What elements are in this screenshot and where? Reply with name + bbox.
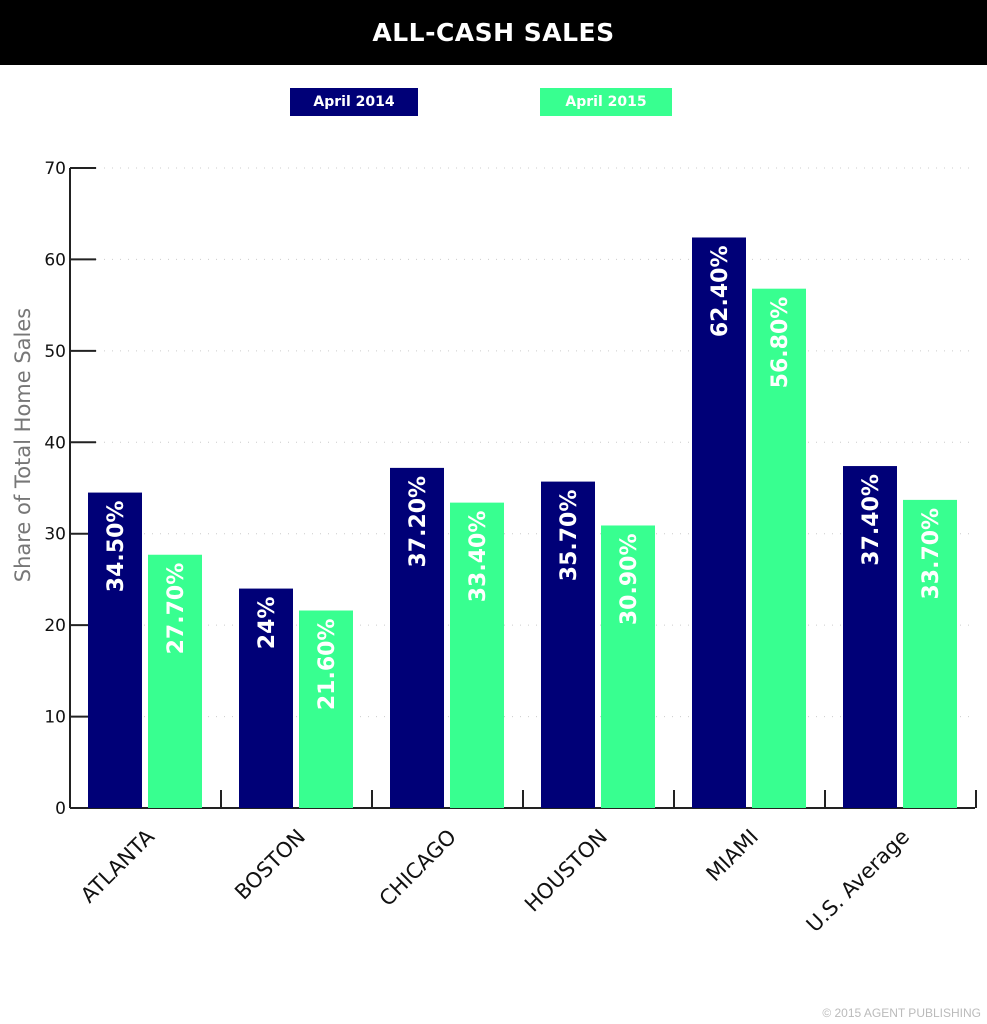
- data-label: 30.90%: [617, 533, 642, 625]
- data-label: 37.20%: [406, 476, 431, 568]
- bar-2015: [450, 502, 504, 808]
- title-bar: ALL-CASH SALES: [0, 0, 987, 65]
- bar-2014: [541, 481, 595, 808]
- data-label: 33.70%: [919, 508, 944, 600]
- bar-2014: [692, 237, 746, 808]
- y-tick-label: 20: [44, 616, 66, 636]
- y-tick-label: 70: [44, 159, 66, 179]
- data-label: 35.70%: [557, 490, 582, 582]
- bar-2015: [148, 554, 202, 808]
- y-tick-label: 0: [55, 799, 66, 819]
- chart-title: ALL-CASH SALES: [372, 18, 615, 47]
- x-tick-label: ATLANTA: [76, 824, 159, 907]
- data-label: 37.40%: [859, 474, 884, 566]
- bar-2015: [752, 288, 806, 809]
- y-axis-title: Share of Total Home Sales: [11, 308, 35, 583]
- copyright: © 2015 AGENT PUBLISHING: [822, 1006, 981, 1020]
- data-label: 62.40%: [708, 245, 733, 337]
- y-tick-label: 30: [44, 525, 66, 545]
- bar-2014: [843, 466, 897, 808]
- y-tick-label: 60: [44, 250, 66, 270]
- bar-2014: [390, 467, 444, 808]
- data-label: 56.80%: [768, 297, 793, 389]
- legend-april-2015: April 2015: [540, 88, 672, 116]
- bar-2014: [88, 492, 142, 808]
- legend-april-2014: April 2014: [290, 88, 418, 116]
- data-label: 34.50%: [104, 501, 129, 593]
- data-label: 21.60%: [315, 619, 340, 711]
- bar-2015: [903, 499, 957, 808]
- x-tick-label: BOSTON: [230, 825, 310, 905]
- bar-2015: [601, 525, 655, 808]
- data-label: 24%: [255, 597, 280, 650]
- bar-2014: [239, 588, 293, 808]
- y-tick-label: 10: [44, 708, 66, 728]
- y-tick-label: 40: [44, 433, 66, 453]
- y-tick-label: 50: [44, 342, 66, 362]
- bar-2015: [299, 610, 353, 808]
- x-tick-label: U.S. Average: [802, 825, 914, 937]
- data-label: 27.70%: [164, 563, 189, 655]
- data-label: 33.40%: [466, 511, 491, 603]
- x-tick-label: MIAMI: [702, 825, 764, 887]
- x-tick-label: HOUSTON: [520, 825, 612, 917]
- x-tick-label: CHICAGO: [375, 825, 461, 911]
